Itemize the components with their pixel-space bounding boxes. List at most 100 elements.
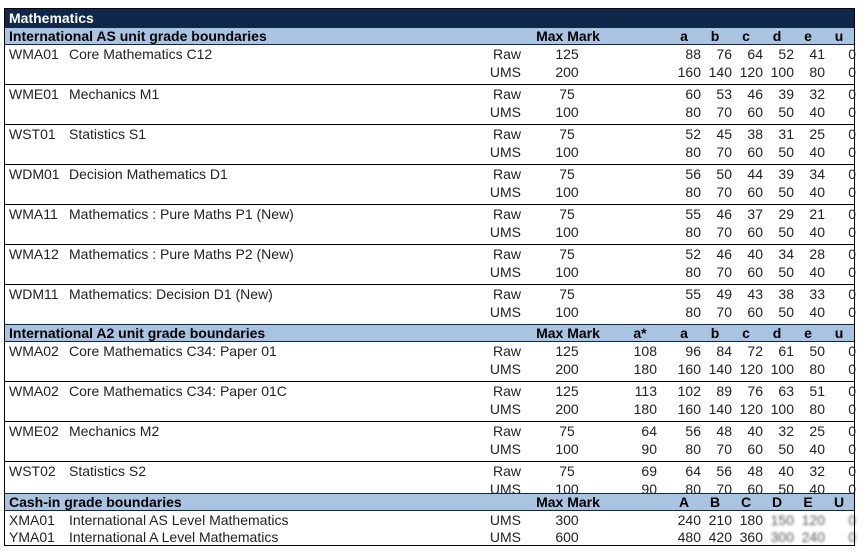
unit-name: Mechanics M1 [69, 86, 160, 102]
raw-boundary: 21 [809, 206, 825, 222]
raw-boundary: 32 [809, 86, 825, 102]
ums-boundary: 40 [809, 184, 825, 200]
raw-boundary: 0 [848, 86, 856, 102]
ums-max-mark: 100 [555, 144, 579, 160]
cash-boundary: 0 [848, 529, 856, 545]
raw-boundary: 40 [778, 463, 794, 479]
raw-label: Raw [492, 343, 521, 359]
section-heading: Cash-in grade boundaries [9, 494, 182, 510]
ums-boundary: 70 [716, 224, 732, 240]
raw-boundary: 46 [747, 86, 763, 102]
unit-code: WMA11 [9, 206, 58, 222]
ums-boundary: 160 [677, 401, 701, 417]
unit-name: Core Mathematics C12 [69, 46, 213, 62]
raw-boundary: 55 [685, 286, 701, 302]
ums-max-mark: 100 [555, 264, 579, 280]
ums-boundary: 120 [739, 401, 763, 417]
grade-header: u [834, 325, 844, 341]
ums-boundary: 80 [809, 64, 825, 80]
ums-boundary: 80 [809, 361, 825, 377]
grade-header: D [771, 494, 783, 510]
raw-max-mark: 75 [559, 246, 575, 262]
raw-boundary: 38 [778, 286, 794, 302]
table-row: WMA02 Core Mathematics C34: Paper 01 Raw UM… [5, 342, 856, 382]
ums-boundary: 60 [747, 441, 763, 457]
raw-boundary: 56 [716, 463, 732, 479]
cash-boundary: 240 [801, 529, 825, 545]
unit-code: WMA02 [9, 343, 59, 359]
raw-max-mark: 75 [559, 86, 575, 102]
ums-boundary: 50 [778, 264, 794, 280]
ums-label: UMS [489, 512, 521, 528]
ums-max-mark: 100 [555, 104, 579, 120]
table-row: WMA01 Core Mathematics C12 Raw UMS 125 200 88 7… [5, 45, 856, 85]
table-row: WMA12 Mathematics : Pure Maths P2 (New) Ra… [5, 245, 856, 285]
raw-boundary: 56 [685, 166, 701, 182]
unit-name: Mathematics : Pure Maths P1 (New) [69, 206, 294, 222]
raw-boundary: 0 [848, 46, 856, 62]
ums-boundary: 60 [747, 104, 763, 120]
unit-code: WDM11 [9, 286, 59, 302]
raw-boundary: 0 [848, 166, 856, 182]
table-row: WDM11 Mathematics: Decision D1 (New) Raw UM… [5, 285, 856, 325]
max-mark-header: Max Mark [536, 494, 600, 510]
raw-label: Raw [492, 286, 521, 302]
raw-boundary: 76 [747, 383, 763, 399]
raw-boundary: 60 [685, 86, 701, 102]
ums-max-mark: 100 [555, 224, 579, 240]
grade-header: b [710, 28, 720, 44]
raw-boundary: 0 [848, 286, 856, 302]
ums-boundary: 60 [747, 184, 763, 200]
ums-boundary: 40 [809, 304, 825, 320]
qualification-name: International A Level Mathematics [69, 529, 279, 545]
page-title: Mathematics [5, 9, 854, 27]
unit-code: WMA12 [9, 246, 59, 262]
ums-boundary: 160 [677, 361, 701, 377]
section-heading: International A2 unit grade boundaries [9, 325, 266, 341]
ums-max-mark: 100 [555, 184, 579, 200]
raw-max-mark: 125 [555, 46, 579, 62]
raw-boundary: 37 [747, 206, 763, 222]
ums-boundary: 70 [716, 104, 732, 120]
raw-label: Raw [492, 126, 521, 142]
ums-boundary: 50 [778, 304, 794, 320]
ums-boundary: 0 [848, 104, 856, 120]
raw-boundary: 56 [685, 423, 701, 439]
raw-boundary: 32 [809, 463, 825, 479]
ums-boundary: 160 [677, 64, 701, 80]
ums-boundary: 60 [747, 144, 763, 160]
raw-max-mark: 125 [555, 343, 579, 359]
ums-label: UMS [489, 64, 521, 80]
raw-boundary: 34 [809, 166, 825, 182]
ums-label: UMS [489, 104, 521, 120]
qualification-name: International AS Level Mathematics [69, 512, 289, 528]
max-mark: 600 [555, 529, 579, 545]
unit-name: Core Mathematics C34: Paper 01 [69, 343, 277, 359]
raw-boundary: 39 [778, 86, 794, 102]
ums-boundary: 0 [848, 144, 856, 160]
grade-header: a [680, 325, 688, 341]
ums-boundary: 80 [809, 401, 825, 417]
raw-boundary: 113 [634, 383, 657, 399]
ums-max-mark: 200 [555, 361, 579, 377]
raw-boundary: 38 [747, 126, 763, 142]
grade-header: d [772, 28, 782, 44]
cash-boundary: 120 [801, 512, 825, 528]
grade-header: B [709, 494, 721, 510]
raw-boundary: 53 [716, 86, 732, 102]
raw-boundary: 0 [848, 206, 856, 222]
ums-boundary: 100 [770, 361, 794, 377]
as-section-header: International AS unit grade boundaries Ma… [5, 27, 854, 45]
grade-header: A [678, 494, 690, 510]
raw-max-mark: 75 [559, 286, 575, 302]
ums-boundary: 50 [778, 224, 794, 240]
raw-label: Raw [492, 206, 521, 222]
cash-boundary: 420 [708, 529, 732, 545]
raw-max-mark: 75 [559, 126, 575, 142]
ums-boundary: 0 [848, 401, 856, 417]
grade-header: C [740, 494, 752, 510]
raw-boundary: 29 [778, 206, 794, 222]
raw-boundary: 43 [747, 286, 763, 302]
table-row: WMA02 Core Mathematics C34: Paper 01C Raw U… [5, 382, 856, 422]
raw-boundary: 46 [716, 206, 732, 222]
